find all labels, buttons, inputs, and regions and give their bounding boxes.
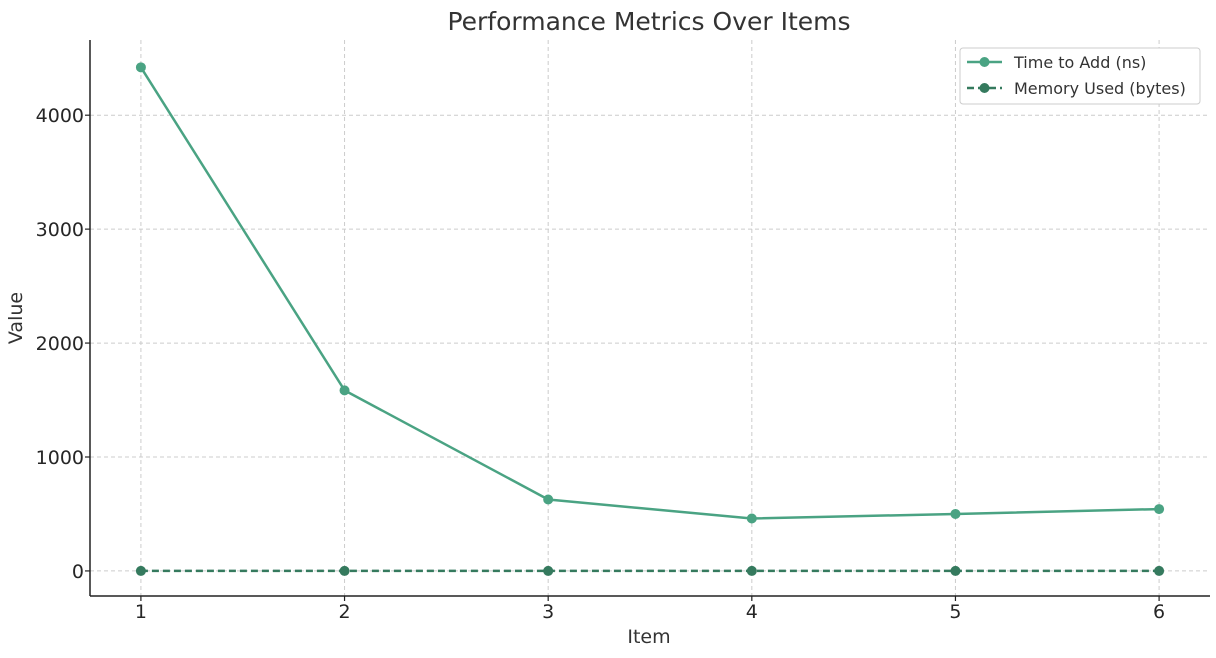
data-point-time-to-add-ns [950, 508, 961, 519]
legend: Time to Add (ns) Memory Used (bytes) [959, 47, 1201, 105]
x-tick-label: 3 [542, 601, 554, 623]
y-tick-label: 3000 [36, 219, 84, 241]
data-point-time-to-add-ns [339, 385, 350, 396]
data-point-memory-used-bytes [339, 565, 350, 576]
data-point-time-to-add-ns [746, 513, 757, 524]
data-point-time-to-add-ns [543, 494, 554, 505]
data-point-memory-used-bytes [950, 565, 961, 576]
data-point-memory-used-bytes [1154, 565, 1165, 576]
ticks-layer: 1 2 3 4 5 6 0 1000 2000 3000 4000 [36, 105, 1165, 623]
series-line-time-to-add-ns [139, 66, 1160, 520]
legend-label-memory-used: Memory Used (bytes) [1014, 79, 1186, 98]
x-axis-label: Item [627, 626, 670, 648]
data-point-time-to-add-ns [1154, 504, 1165, 515]
data-point-time-to-add-ns [135, 62, 146, 73]
x-tick-label: 2 [338, 601, 350, 623]
legend-box [959, 47, 1201, 105]
x-tick-label: 5 [949, 601, 961, 623]
x-tick-label: 4 [746, 601, 758, 623]
legend-marker-time-to-add [979, 57, 990, 67]
y-tick-label: 2000 [36, 333, 84, 355]
legend-marker-memory-used [979, 83, 990, 93]
data-point-memory-used-bytes [543, 565, 554, 576]
x-tick-label: 1 [135, 601, 147, 623]
data-point-memory-used-bytes [746, 565, 757, 576]
legend-item-time-to-add: Time to Add (ns) [967, 53, 1146, 72]
data-point-memory-used-bytes [135, 565, 146, 576]
y-tick-label: 0 [72, 561, 84, 583]
legend-label-time-to-add: Time to Add (ns) [1013, 53, 1146, 72]
x-tick-label: 6 [1153, 601, 1165, 623]
series-layer [135, 62, 1165, 576]
chart-title: Performance Metrics Over Items [447, 7, 850, 36]
y-axis-label: Value [5, 292, 27, 344]
legend-item-memory-used: Memory Used (bytes) [967, 79, 1186, 98]
axes-layer [89, 40, 1210, 597]
y-tick-label: 1000 [36, 447, 84, 469]
y-tick-label: 4000 [36, 105, 84, 127]
